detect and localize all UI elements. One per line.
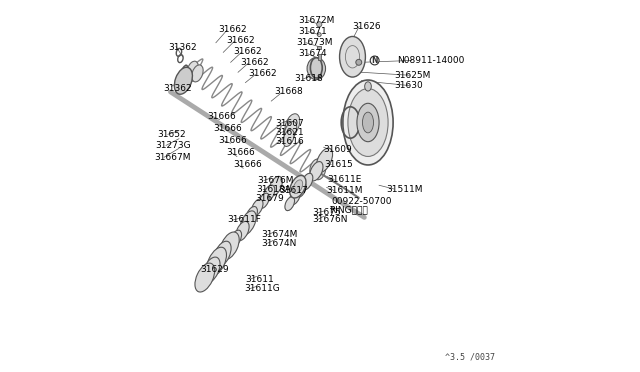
Text: 31629: 31629: [200, 264, 228, 273]
Ellipse shape: [192, 65, 203, 82]
Text: 31674: 31674: [299, 49, 327, 58]
Text: 31611: 31611: [245, 275, 274, 283]
Text: 31626: 31626: [353, 22, 381, 31]
Ellipse shape: [259, 193, 269, 208]
Ellipse shape: [310, 161, 323, 181]
Text: 31615: 31615: [324, 160, 353, 169]
Text: 31618: 31618: [294, 74, 323, 83]
Text: RINGリング: RINGリング: [329, 205, 368, 215]
Text: 00922-50700: 00922-50700: [331, 197, 392, 206]
Ellipse shape: [340, 36, 365, 77]
Ellipse shape: [230, 230, 241, 247]
Text: 31666: 31666: [226, 148, 255, 157]
Text: N08911-14000: N08911-14000: [397, 56, 465, 65]
Ellipse shape: [246, 206, 257, 223]
Ellipse shape: [310, 159, 321, 176]
Text: 31673M: 31673M: [297, 38, 333, 47]
Ellipse shape: [202, 257, 220, 283]
Ellipse shape: [269, 176, 282, 196]
Text: 31618A: 31618A: [257, 185, 291, 194]
Text: 31609: 31609: [324, 145, 353, 154]
Text: 31625M: 31625M: [394, 71, 430, 80]
Ellipse shape: [365, 82, 371, 91]
Text: 31611M: 31611M: [326, 186, 363, 195]
Text: 31611G: 31611G: [244, 284, 280, 293]
Text: 31362: 31362: [163, 84, 192, 93]
Ellipse shape: [187, 61, 198, 78]
Ellipse shape: [293, 180, 303, 194]
Text: 31607: 31607: [275, 119, 304, 128]
Bar: [317, 46, 321, 49]
Text: 31616: 31616: [275, 137, 304, 146]
Text: 31652: 31652: [157, 130, 186, 139]
Text: N: N: [371, 56, 378, 65]
Text: 31273G: 31273G: [156, 141, 191, 150]
Ellipse shape: [284, 121, 297, 141]
Text: 31662: 31662: [218, 25, 247, 33]
Bar: [318, 54, 321, 61]
Circle shape: [370, 56, 379, 65]
Circle shape: [356, 60, 362, 65]
Ellipse shape: [178, 65, 188, 87]
Text: 31667M: 31667M: [154, 153, 190, 162]
Ellipse shape: [357, 103, 379, 142]
Text: 31676N: 31676N: [312, 215, 348, 224]
Circle shape: [317, 22, 322, 27]
Text: 31679: 31679: [255, 195, 284, 203]
Text: 31675: 31675: [312, 208, 340, 217]
Ellipse shape: [348, 89, 388, 157]
Text: 31674M: 31674M: [262, 230, 298, 239]
Text: 31666: 31666: [218, 137, 247, 145]
Text: ^3.5 /0037: ^3.5 /0037: [445, 352, 495, 361]
Ellipse shape: [252, 199, 263, 216]
Ellipse shape: [207, 247, 227, 276]
Ellipse shape: [240, 211, 256, 235]
Text: 31662: 31662: [248, 69, 276, 78]
Text: 31666: 31666: [233, 160, 262, 169]
Ellipse shape: [316, 148, 333, 172]
Text: 31662: 31662: [241, 58, 269, 67]
Ellipse shape: [296, 182, 306, 197]
Ellipse shape: [213, 241, 231, 267]
Text: 31676M: 31676M: [257, 176, 294, 185]
Text: 31666: 31666: [207, 112, 236, 121]
Text: 31662: 31662: [226, 36, 255, 45]
Text: 31668: 31668: [274, 87, 303, 96]
Text: 31671: 31671: [299, 27, 327, 36]
Ellipse shape: [195, 263, 214, 292]
Ellipse shape: [314, 163, 326, 180]
Text: 31621: 31621: [275, 128, 303, 137]
Text: 31630: 31630: [394, 81, 422, 90]
Text: 31674N: 31674N: [262, 239, 297, 248]
Text: 31672M: 31672M: [299, 16, 335, 25]
Ellipse shape: [285, 197, 294, 211]
Ellipse shape: [283, 129, 294, 147]
Ellipse shape: [174, 67, 193, 94]
Text: 31611F: 31611F: [227, 215, 261, 224]
Ellipse shape: [362, 112, 374, 133]
Text: 31511M: 31511M: [387, 185, 423, 194]
Text: 31666: 31666: [213, 124, 242, 133]
Text: 31617: 31617: [280, 186, 308, 195]
Ellipse shape: [220, 232, 239, 260]
Ellipse shape: [290, 176, 306, 198]
Text: 31611E: 31611E: [328, 175, 362, 184]
Text: 31362: 31362: [168, 43, 197, 52]
Text: 31662: 31662: [233, 47, 262, 56]
Ellipse shape: [301, 173, 313, 190]
Ellipse shape: [236, 221, 249, 241]
Ellipse shape: [285, 114, 300, 137]
Ellipse shape: [263, 185, 275, 202]
Ellipse shape: [307, 58, 326, 80]
Ellipse shape: [343, 80, 393, 165]
Ellipse shape: [290, 189, 300, 205]
